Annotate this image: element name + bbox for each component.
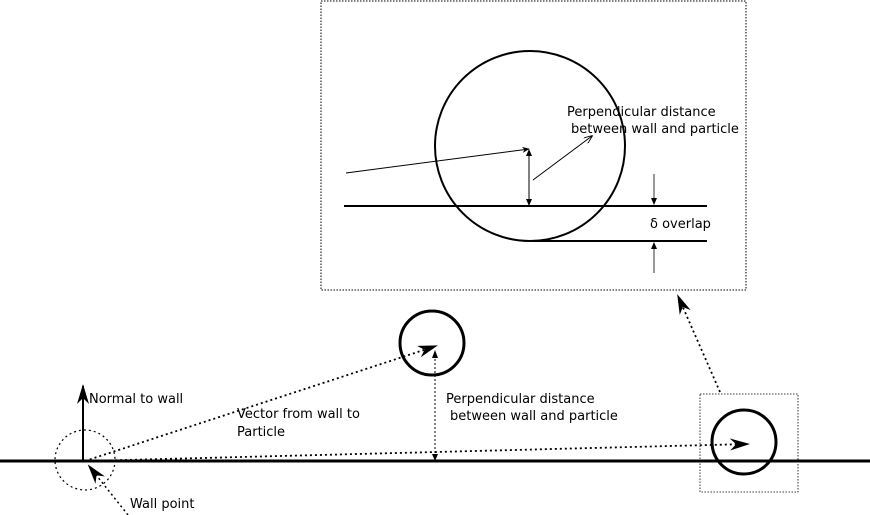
inset-particle bbox=[434, 50, 626, 242]
inset-perp-arrowhead-top bbox=[526, 149, 532, 156]
perp-label-line1: Perpendicular distance bbox=[446, 392, 595, 407]
normal-to-wall-label: Normal to wall bbox=[89, 392, 183, 407]
vector-to-particle-middle bbox=[84, 345, 438, 462]
perp-distance-arrowhead-bottom bbox=[432, 454, 438, 461]
zoom-inset-box bbox=[320, 0, 747, 291]
overlap-label: δ overlap bbox=[650, 217, 711, 232]
vector-to-particle-right bbox=[84, 438, 750, 462]
inset-label-pointer bbox=[532, 136, 592, 181]
perp-distance-arrowhead-top bbox=[432, 350, 438, 358]
inset-perp-label-line1: Perpendicular distance bbox=[567, 105, 716, 120]
wall-point-label: Wall point bbox=[130, 497, 195, 512]
particle-middle bbox=[398, 309, 466, 377]
inset-perp-label-line2: between wall and particle bbox=[571, 122, 739, 137]
inset-vector-arrow bbox=[345, 146, 530, 174]
inset-perp-arrowhead-bottom bbox=[526, 199, 532, 206]
overlap-arrowhead-top bbox=[651, 198, 657, 205]
vector-label-line1: Vector from wall to bbox=[237, 407, 360, 422]
perp-label-line2: between wall and particle bbox=[450, 409, 618, 424]
particle-right bbox=[710, 408, 778, 476]
vector-label-line2: Particle bbox=[237, 425, 285, 440]
wall-point-arrow bbox=[87, 464, 129, 515]
small-inset-box bbox=[699, 393, 799, 493]
magnify-arrow bbox=[677, 294, 721, 393]
overlap-arrowhead-bottom bbox=[651, 242, 657, 249]
